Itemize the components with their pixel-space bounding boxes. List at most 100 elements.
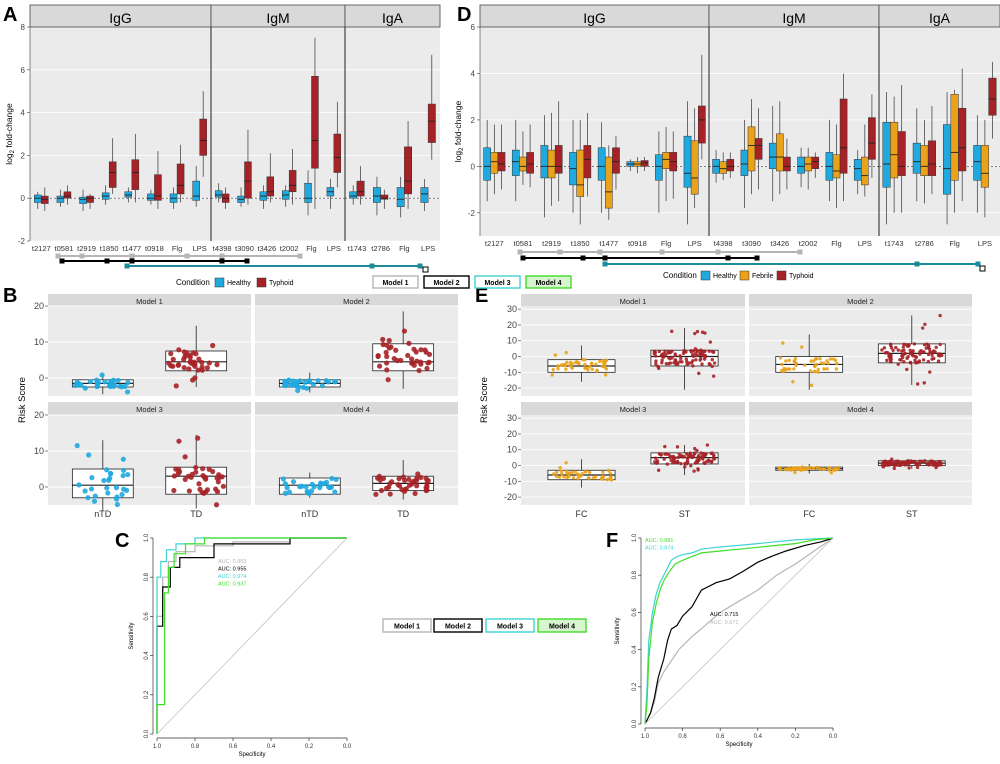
roc-reference-line: [156, 537, 348, 735]
data-point: [661, 355, 665, 359]
y-axis-label-main: log: [4, 153, 14, 165]
data-point: [903, 351, 907, 356]
data-point: [415, 471, 421, 477]
x-tick-label: t2127: [32, 244, 51, 253]
box-healthy: [768, 142, 777, 169]
panel-letter-d: D: [457, 4, 471, 26]
data-point: [594, 362, 598, 366]
box-typhoid: [497, 152, 506, 172]
data-point: [182, 476, 188, 482]
data-point: [559, 469, 563, 473]
roc-line-model-3: [156, 537, 347, 734]
data-point: [282, 490, 289, 496]
data-point: [220, 483, 227, 489]
box-typhoid: [176, 163, 185, 195]
data-point: [604, 358, 609, 363]
data-point: [892, 466, 896, 471]
y-tick-label: 0.4: [144, 651, 150, 660]
auc-label: AUC: 0.874: [645, 546, 673, 552]
y-tick-label: 0: [39, 482, 44, 492]
x-tick-label: FC: [803, 509, 815, 519]
data-point: [825, 367, 829, 371]
model-connector-dot: [517, 249, 523, 255]
data-point: [712, 361, 717, 365]
data-point: [929, 350, 933, 355]
data-point: [590, 367, 594, 371]
data-point: [894, 460, 899, 464]
data-point: [385, 377, 391, 383]
x-tick-label: Flg: [306, 244, 316, 253]
box-typhoid: [266, 176, 275, 197]
data-point: [663, 444, 667, 449]
x-tick-label: t3090: [742, 239, 761, 248]
x-tick-label: ST: [906, 509, 918, 519]
data-point: [400, 474, 406, 480]
data-point: [816, 367, 821, 372]
model-legend-top-label-1: Model 1: [382, 280, 408, 287]
data-point: [418, 347, 424, 353]
data-point: [114, 494, 120, 500]
chart-c-roc: 0.0 0.2 0.4 0.6 0.8 1.0 1.0 0.8 0.6 0.4 0.2 0.0 Spec…: [129, 533, 352, 758]
data-point: [309, 488, 315, 494]
box-febrile: [519, 156, 527, 172]
model-legend-mid-label-1: Model 1: [394, 624, 420, 631]
x-tick-label: LPS: [193, 244, 207, 253]
box-healthy: [304, 182, 312, 203]
data-point: [915, 465, 920, 470]
x-tick-label: 0.0: [343, 744, 352, 750]
data-point: [672, 459, 676, 463]
roc-line-model-2: [644, 537, 834, 725]
data-point: [670, 349, 674, 354]
data-point: [325, 379, 332, 385]
y-tick-label: -20: [504, 492, 517, 502]
data-point: [595, 368, 599, 373]
auc-label: AUC: 0.671: [710, 620, 738, 626]
data-point: [587, 470, 592, 475]
data-point: [883, 351, 888, 355]
data-point: [190, 377, 196, 383]
box-typhoid: [63, 191, 72, 199]
data-point: [290, 479, 297, 485]
model-connector-dot: [417, 263, 423, 269]
model-legend-top-box-2: [423, 275, 470, 289]
data-point: [656, 468, 661, 472]
data-point: [902, 348, 906, 353]
y-axis-label: Sensitivity: [615, 617, 621, 644]
model-legend-top-box-1: [372, 275, 419, 289]
box-typhoid: [927, 140, 936, 176]
data-point: [793, 470, 797, 475]
data-point: [692, 354, 696, 359]
data-point: [288, 382, 295, 388]
data-point: [193, 464, 199, 471]
data-point: [708, 340, 713, 344]
data-point: [682, 349, 686, 354]
facet-strip: [521, 402, 745, 415]
data-point: [175, 470, 181, 477]
data-point: [926, 359, 931, 364]
data-point: [923, 459, 927, 463]
model-connector-dot: [297, 253, 303, 259]
data-point: [672, 361, 676, 365]
data-point: [176, 466, 182, 472]
data-point: [176, 438, 182, 444]
data-point: [577, 362, 581, 366]
data-point: [668, 357, 672, 361]
data-point: [380, 341, 386, 348]
box-febrile: [980, 145, 989, 188]
data-point: [210, 342, 216, 349]
data-point: [685, 459, 690, 463]
y-tick-label: 10: [34, 337, 44, 347]
data-point: [406, 476, 412, 482]
x-tick-label: t3090: [235, 244, 254, 253]
data-point: [926, 352, 931, 357]
x-tick-label: t1850: [571, 239, 590, 248]
model-connector-endcap: [979, 265, 986, 272]
x-tick-label: t0581: [514, 239, 533, 248]
data-point: [329, 475, 335, 482]
legend-a: Condition Healthy Typhoid: [176, 277, 294, 288]
x-tick-label: 0.6: [229, 744, 238, 750]
data-point: [376, 473, 382, 479]
y-axis-label-main: log: [453, 151, 463, 163]
y-tick-label: -20: [504, 383, 517, 393]
data-point: [171, 473, 178, 479]
